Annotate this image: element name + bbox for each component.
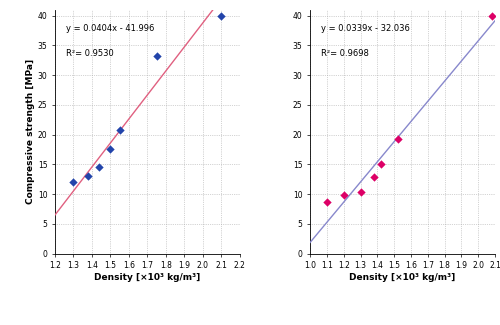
Point	[356, 190, 364, 195]
Point	[84, 174, 92, 179]
Point	[323, 200, 331, 205]
Point	[152, 53, 160, 58]
Point	[488, 13, 496, 18]
Point	[394, 136, 402, 141]
Point	[218, 13, 226, 18]
X-axis label: Density [×10³ kg/m³]: Density [×10³ kg/m³]	[350, 273, 456, 282]
X-axis label: Density [×10³ kg/m³]: Density [×10³ kg/m³]	[94, 273, 200, 282]
Point	[70, 179, 78, 185]
Text: y = 0.0404x - 41.996: y = 0.0404x - 41.996	[66, 24, 154, 33]
Point	[96, 165, 104, 170]
Text: R²= 0.9530: R²= 0.9530	[66, 49, 114, 58]
Y-axis label: Compressive strength [MPa]: Compressive strength [MPa]	[26, 59, 35, 204]
Point	[116, 127, 124, 133]
Point	[370, 174, 378, 179]
Text: y = 0.0339x - 32.036: y = 0.0339x - 32.036	[321, 24, 410, 33]
Text: R²= 0.9698: R²= 0.9698	[321, 49, 369, 58]
Point	[340, 193, 347, 198]
Point	[106, 147, 114, 152]
Point	[376, 162, 384, 167]
